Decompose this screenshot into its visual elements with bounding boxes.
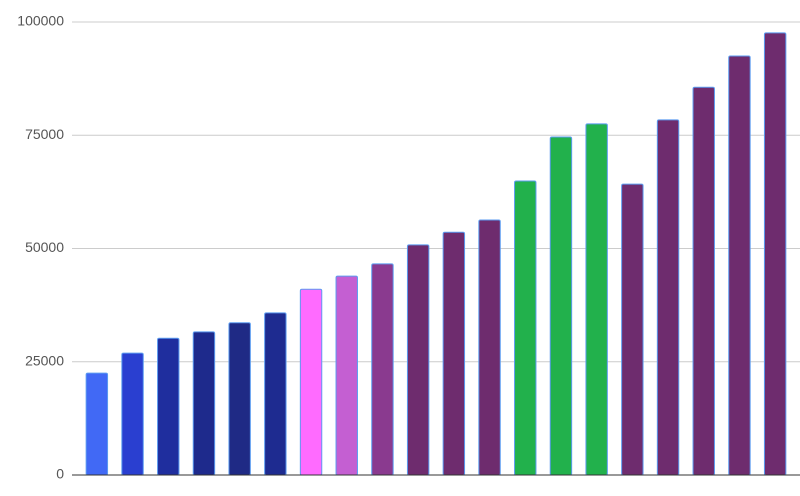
- bar: [157, 337, 180, 476]
- bar: [299, 288, 323, 476]
- y-tick-label: 75000: [25, 126, 64, 142]
- bar: [228, 322, 251, 476]
- bar: [728, 55, 751, 476]
- bar: [656, 119, 680, 476]
- bar: [335, 275, 358, 476]
- bar: [514, 180, 537, 476]
- bar: [406, 244, 430, 476]
- bar: [85, 372, 109, 476]
- bar: [442, 231, 466, 476]
- y-tick-label: 50000: [25, 239, 64, 255]
- bar: [549, 136, 573, 476]
- bar: [478, 219, 501, 476]
- y-tick-label: 100000: [17, 13, 64, 29]
- bar: [763, 32, 787, 476]
- bar: [371, 263, 394, 476]
- bar: [121, 352, 144, 476]
- y-tick-label: 25000: [25, 352, 64, 368]
- bar: [264, 312, 287, 476]
- bar: [585, 123, 608, 476]
- bar: [621, 183, 644, 476]
- y-tick-label: 0: [56, 466, 64, 482]
- bar: [692, 86, 715, 476]
- bar: [192, 331, 216, 476]
